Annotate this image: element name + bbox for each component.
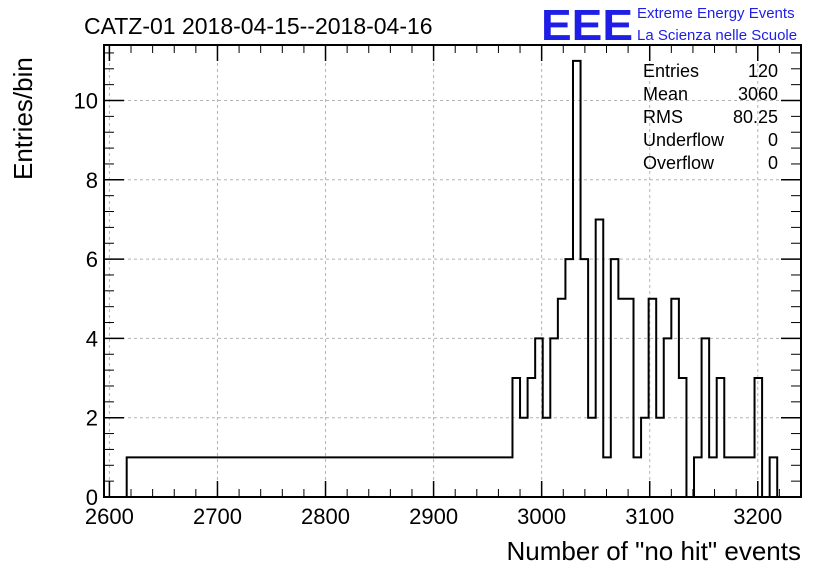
y-tick-labels: 0 2 4 6 8 10	[74, 89, 98, 510]
histogram-bin	[618, 299, 626, 497]
histogram-bin	[755, 378, 763, 497]
y-axis-title: Entries/bin	[8, 57, 38, 180]
plot-frame	[103, 44, 802, 498]
histogram-bin	[634, 457, 642, 497]
stats-label: Entries	[643, 61, 699, 81]
histogram-outline	[104, 59, 801, 498]
histogram-bin	[512, 378, 520, 497]
x-tick-label: 2600	[85, 504, 134, 529]
x-tick-label: 3000	[517, 504, 566, 529]
x-axis-title: Number of "no hit" events	[507, 536, 802, 566]
y-tick-label: 10	[74, 89, 98, 114]
histogram-bin	[528, 378, 536, 497]
y-tick-label: 0	[86, 485, 98, 510]
histogram-bin	[611, 259, 619, 497]
histogram-bin	[739, 457, 747, 497]
stats-label: Underflow	[643, 130, 725, 150]
histogram-bin	[732, 457, 740, 497]
y-tick-label: 8	[86, 168, 98, 193]
histogram-bin	[747, 457, 755, 497]
histogram-bin	[679, 378, 687, 497]
histogram-bin	[565, 259, 573, 497]
eee-logo-mark: EEE	[541, 1, 633, 50]
histogram-bin	[664, 338, 672, 497]
y-tick-label: 2	[86, 406, 98, 431]
histogram-bin	[649, 299, 657, 497]
x-tick-label: 3100	[625, 504, 674, 529]
histogram-bin	[641, 418, 649, 497]
histogram-bin	[535, 338, 543, 497]
histogram-bin	[770, 457, 778, 497]
histogram-bin	[709, 457, 717, 497]
histogram-bin	[142, 457, 150, 497]
histogram-bin	[671, 299, 679, 497]
histogram-bin	[694, 457, 702, 497]
stats-value: 3060	[738, 84, 778, 104]
histogram-bin	[656, 418, 664, 497]
histogram-bin	[543, 418, 551, 497]
stats-value: 120	[748, 61, 778, 81]
x-tick-label: 2900	[409, 504, 458, 529]
histogram-bin	[702, 338, 710, 497]
histogram-bin	[573, 61, 581, 497]
stats-label: Overflow	[643, 153, 715, 173]
histogram-bin	[127, 457, 135, 497]
histogram-bin	[603, 457, 611, 497]
eee-logo: EEE Extreme Energy Events La Scienza nel…	[541, 1, 797, 50]
histogram-bin	[724, 457, 732, 497]
stats-value: 80.25	[733, 107, 778, 127]
x-tick-labels: 2600 2700 2800 2900 3000 3100 3200	[85, 504, 782, 529]
grid-lines	[104, 45, 801, 497]
histogram-bin	[550, 338, 558, 497]
stats-label: RMS	[643, 107, 683, 127]
histogram-bin	[558, 299, 566, 497]
y-tick-label: 4	[86, 326, 98, 351]
histogram-bin	[581, 259, 589, 497]
histogram-bin	[596, 219, 604, 497]
logo-line-1: Extreme Energy Events	[637, 5, 795, 22]
histogram-bin	[520, 418, 528, 497]
stats-value: 0	[768, 130, 778, 150]
logo-line-2: La Scienza nelle Scuole	[637, 27, 797, 44]
stats-label: Mean	[643, 84, 688, 104]
x-tick-label: 3200	[733, 504, 782, 529]
stats-value: 0	[768, 153, 778, 173]
x-tick-label: 2800	[301, 504, 350, 529]
histogram-bin	[588, 418, 596, 497]
stats-box: Entries 120 Mean 3060 RMS 80.25 Underflow 0 Over…	[643, 61, 778, 173]
axis-ticks	[104, 45, 802, 498]
y-tick-label: 6	[86, 247, 98, 272]
x-tick-label: 2700	[193, 504, 242, 529]
histogram-bin	[717, 378, 725, 497]
chart-title: CATZ-01 2018-04-15--2018-04-16	[84, 13, 433, 39]
histogram-bin	[626, 299, 634, 497]
